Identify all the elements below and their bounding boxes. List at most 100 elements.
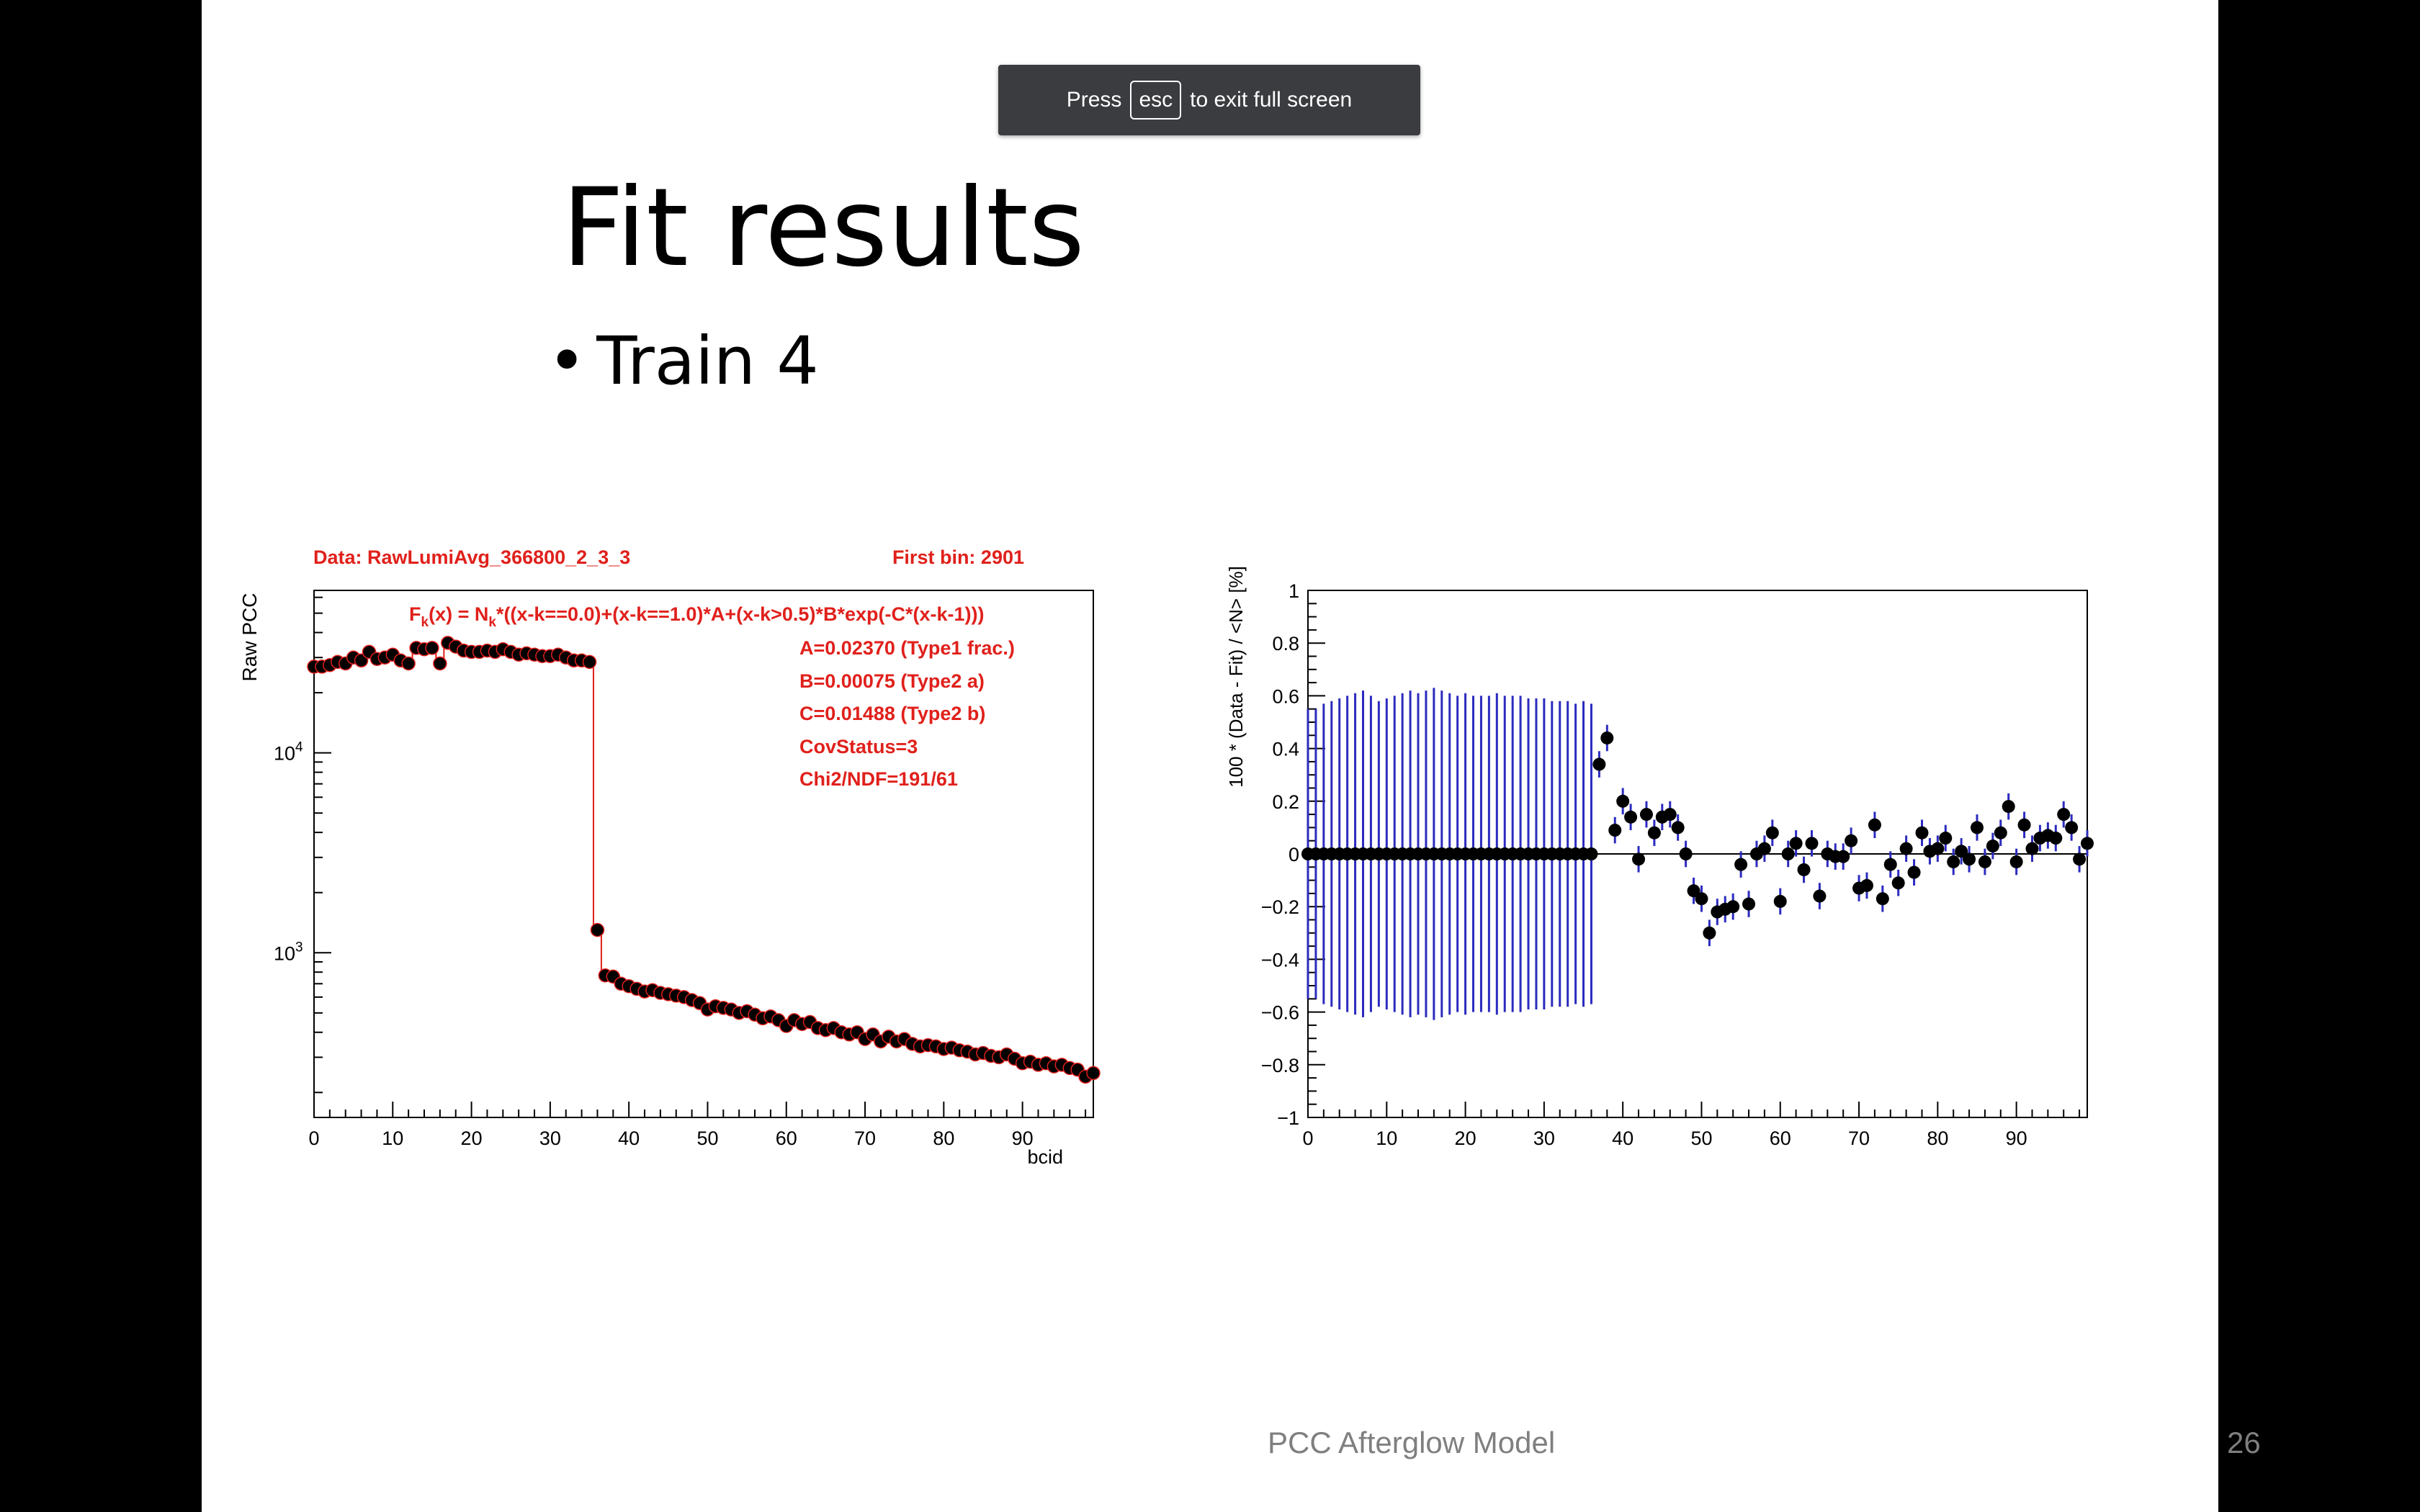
residual-data-point bbox=[1931, 842, 1945, 855]
fit-plot-title: Data: RawLumiAvg_366800_2_3_3 bbox=[313, 546, 630, 568]
residual-data-point bbox=[1679, 847, 1693, 860]
residual-x-tick-label: 20 bbox=[1455, 1128, 1476, 1149]
residual-data-point bbox=[1915, 826, 1929, 840]
residual-data-point bbox=[1789, 837, 1803, 850]
residual-x-tick-label: 90 bbox=[2006, 1128, 2027, 1149]
residual-data-point bbox=[1907, 865, 1921, 879]
residual-data-point bbox=[1860, 878, 1873, 892]
residual-data-point bbox=[1585, 847, 1598, 860]
residual-data-point bbox=[1963, 852, 1976, 866]
exit-fullscreen-banner[interactable]: Press esc to exit full screen bbox=[998, 65, 1420, 135]
slide: Fit results • Train 4 0 10 20 30 40 50 60 70 80 90… bbox=[202, 0, 2261, 1512]
fit-plot-axes: 0 10 20 30 40 50 60 70 80 90 103 104 bbox=[274, 590, 1094, 1149]
fit-x-tick-label: 30 bbox=[539, 1128, 561, 1149]
residual-data-point bbox=[1600, 731, 1614, 744]
residual-x-tick-label: 40 bbox=[1612, 1128, 1634, 1149]
fit-plot-frame bbox=[313, 590, 1094, 1118]
residual-data-point bbox=[2057, 808, 2071, 822]
residual-y-tick-label: 0.2 bbox=[1272, 791, 1299, 813]
residual-data-point bbox=[1868, 818, 1881, 832]
residual-data-point bbox=[1883, 858, 1897, 871]
fit-x-tick-label: 0 bbox=[308, 1128, 319, 1149]
residual-x-tick-label: 30 bbox=[1533, 1128, 1555, 1149]
fit-x-tick-label: 90 bbox=[1012, 1128, 1034, 1149]
fit-plot-subtitle: First bin: 2901 bbox=[892, 546, 1024, 568]
residual-data-point bbox=[1797, 863, 1811, 876]
fit-data-point bbox=[1086, 1066, 1101, 1081]
residual-data-point bbox=[2081, 837, 2094, 850]
residual-data-point bbox=[1742, 897, 1756, 911]
residual-data-point bbox=[1695, 892, 1708, 906]
residual-y-tick-label: −0.8 bbox=[1261, 1055, 1299, 1076]
residual-data-point bbox=[1845, 834, 1858, 847]
residual-x-tick-label: 0 bbox=[1302, 1128, 1313, 1149]
fit-formula: Fk(x) = Nk*((x-k==0.0)+(x-k==1.0)*A+(x-k… bbox=[409, 603, 984, 630]
footer-title: PCC Afterglow Model bbox=[1268, 1426, 1556, 1459]
fit-y-tick-label: 103 bbox=[274, 940, 303, 964]
residual-x-tick-label: 10 bbox=[1376, 1128, 1397, 1149]
residual-y-tick-label: 0.6 bbox=[1272, 685, 1299, 707]
residual-y-tick-label: 0.4 bbox=[1272, 739, 1299, 760]
residual-data-point bbox=[1891, 876, 1905, 890]
slide-number: 26 bbox=[2227, 1426, 2261, 1459]
bullet-text: Train 4 bbox=[596, 323, 819, 400]
esc-key-badge: esc bbox=[1130, 81, 1182, 120]
banner-prefix: Press bbox=[1066, 88, 1122, 112]
fit-data-point bbox=[425, 641, 439, 655]
residual-data-point bbox=[1703, 926, 1716, 940]
residual-data-point bbox=[1876, 892, 1889, 906]
residual-data-point bbox=[2017, 818, 2031, 832]
residual-y-tick-label: 0 bbox=[1289, 844, 1299, 865]
residual-data-point bbox=[1837, 850, 1850, 863]
fit-x-tick-label: 80 bbox=[933, 1128, 954, 1149]
residual-data-point bbox=[1616, 794, 1630, 808]
fit-param-a: A=0.02370 (Type1 frac.) bbox=[799, 637, 1015, 659]
residual-y-tick-label: −0.4 bbox=[1261, 949, 1299, 971]
fit-data-point bbox=[590, 922, 605, 937]
slide-title: Fit results bbox=[562, 166, 1085, 291]
residual-y-tick-label: −1 bbox=[1277, 1107, 1299, 1129]
residual-data-point bbox=[1624, 810, 1638, 824]
fit-plot-xlabel: bcid bbox=[1027, 1146, 1063, 1168]
residual-plot-axes: 0 10 20 30 40 50 60 70 80 90 1 0.8 0.6 0.4 0.2 0 −0.2 −0.… bbox=[1261, 580, 2088, 1149]
residual-data-point bbox=[1734, 858, 1748, 871]
residual-data-point bbox=[1773, 894, 1787, 908]
fit-covstatus: CovStatus=3 bbox=[799, 736, 918, 757]
bullet-dot: • bbox=[547, 323, 587, 400]
residual-data-point bbox=[1899, 842, 1913, 855]
residual-data-point bbox=[1970, 821, 1984, 834]
residual-y-tick-label: 1 bbox=[1289, 580, 1299, 602]
residual-data-point bbox=[1994, 826, 2007, 840]
fit-data-point bbox=[354, 653, 369, 668]
fit-x-tick-label: 50 bbox=[696, 1128, 718, 1149]
residual-data-point bbox=[1939, 832, 1953, 845]
fit-data-point bbox=[433, 656, 447, 671]
residual-data-point bbox=[1986, 840, 1999, 853]
residual-data-point bbox=[1632, 852, 1646, 866]
fit-x-tick-label: 40 bbox=[618, 1128, 640, 1149]
residual-data-point bbox=[1757, 842, 1771, 855]
fit-chi2: Chi2/NDF=191/61 bbox=[799, 768, 958, 790]
residual-x-tick-label: 50 bbox=[1690, 1128, 1712, 1149]
fit-x-tick-label: 70 bbox=[854, 1128, 876, 1149]
residual-data-point bbox=[1765, 826, 1779, 840]
residual-plot-data bbox=[1301, 688, 2094, 1020]
residual-data-point bbox=[1639, 808, 1653, 822]
residual-data-point bbox=[1647, 826, 1661, 840]
residual-data-point bbox=[1726, 900, 1740, 914]
residual-plot: 0 10 20 30 40 50 60 70 80 90 1 0.8 0.6 0.4 0.2 0 −0.2 −0.… bbox=[1225, 566, 2094, 1149]
fit-plot: 0 10 20 30 40 50 60 70 80 90 103 104 Data: RawLumiA… bbox=[238, 546, 1101, 1168]
fit-y-tick-label: 104 bbox=[274, 740, 303, 765]
residual-y-tick-label: −0.2 bbox=[1261, 896, 1299, 918]
residual-data-point bbox=[2009, 855, 2023, 868]
residual-data-point bbox=[1805, 837, 1819, 850]
bullet-item: • Train 4 bbox=[547, 323, 819, 400]
residual-data-point bbox=[2002, 800, 2015, 814]
fit-plot-data bbox=[307, 636, 1101, 1084]
residual-data-point bbox=[2049, 832, 2063, 845]
fit-x-tick-label: 60 bbox=[776, 1128, 797, 1149]
banner-suffix: to exit full screen bbox=[1190, 88, 1353, 112]
fit-x-tick-label: 10 bbox=[382, 1128, 403, 1149]
residual-data-point bbox=[2073, 852, 2087, 866]
residual-data-point bbox=[1978, 855, 1991, 868]
